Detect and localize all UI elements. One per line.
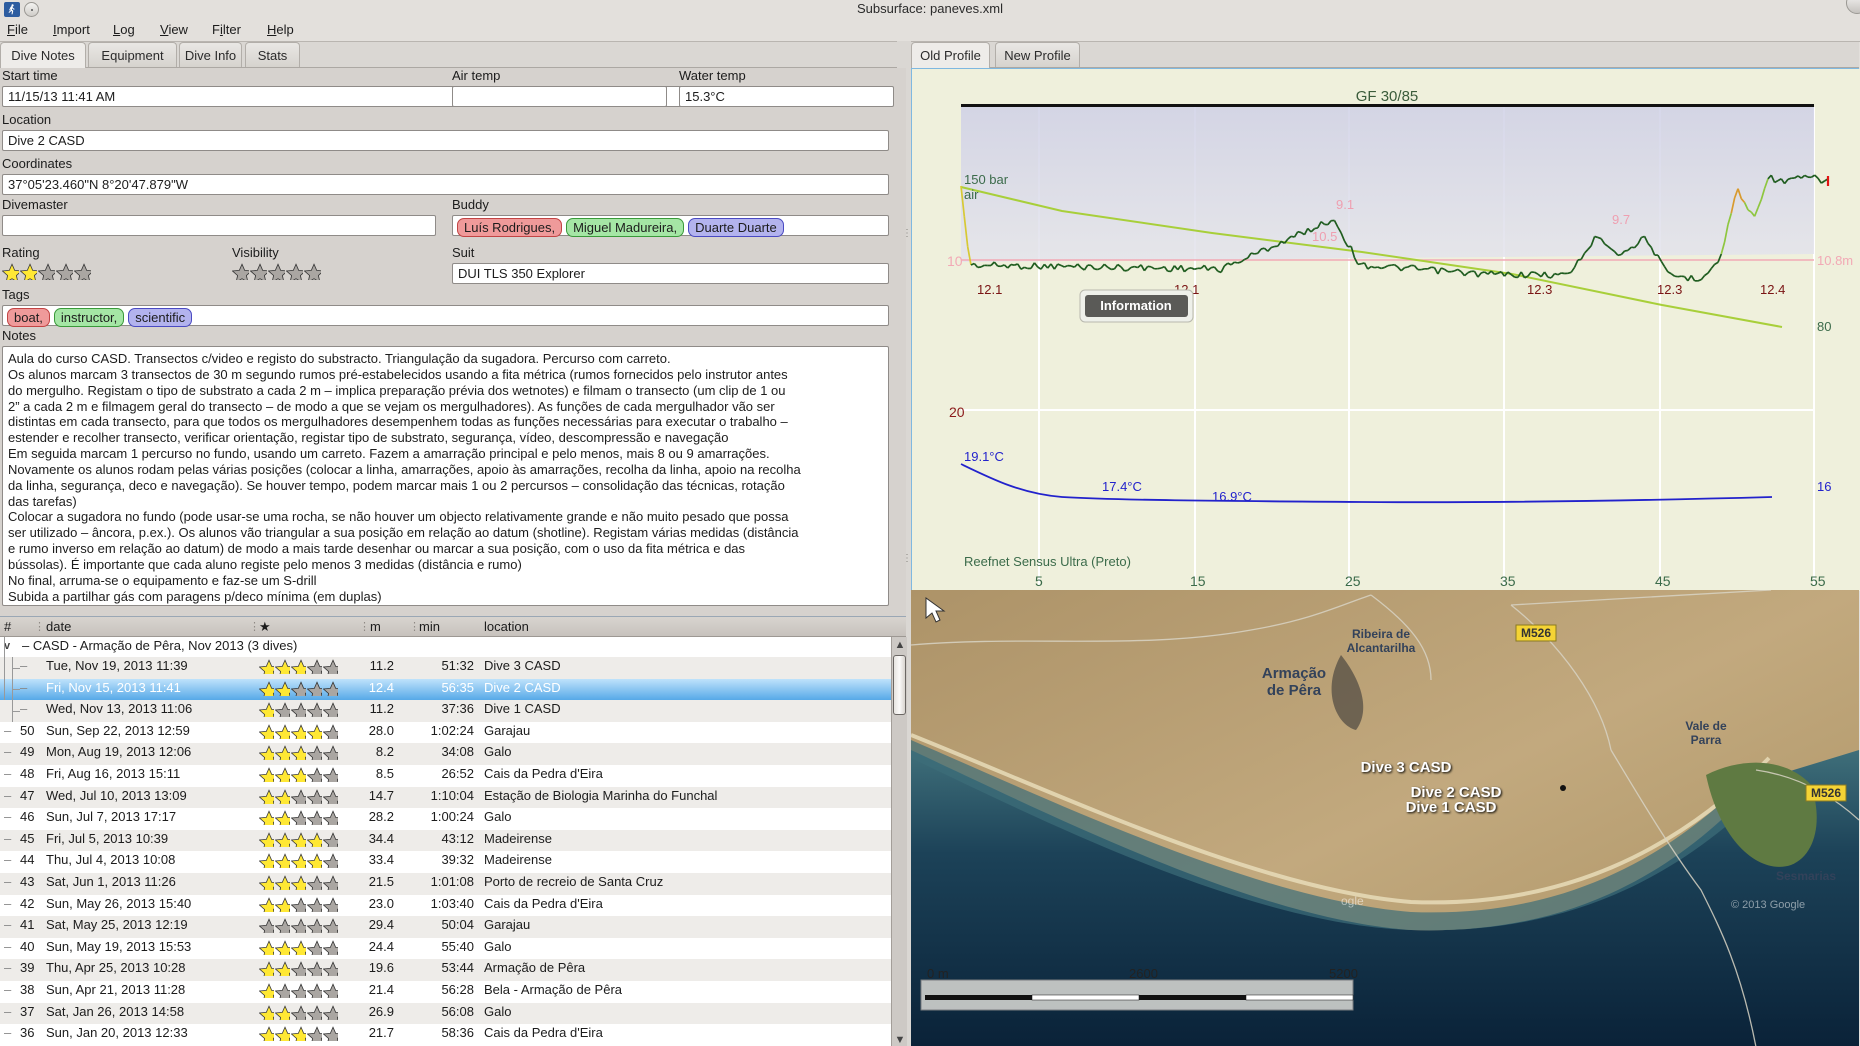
svg-text:0 m: 0 m (927, 966, 949, 981)
svg-text:Sesmarias: Sesmarias (1776, 869, 1836, 883)
svg-text:80: 80 (1817, 319, 1831, 334)
svg-text:16.9°C: 16.9°C (1212, 489, 1252, 504)
svg-text:35: 35 (1500, 573, 1516, 589)
svg-text:12.3: 12.3 (1527, 282, 1552, 297)
svg-text:Ribeira de: Ribeira de (1352, 627, 1410, 641)
svg-text:Dive 1 CASD: Dive 1 CASD (1406, 799, 1497, 816)
svg-text:150 bar: 150 bar (964, 172, 1009, 187)
svg-text:ogle: ogle (1341, 894, 1364, 908)
svg-text:16: 16 (1817, 479, 1831, 494)
svg-text:M526: M526 (1521, 626, 1551, 640)
svg-text:Armação: Armação (1262, 665, 1326, 682)
svg-text:Reefnet Sensus Ultra (Preto): Reefnet Sensus Ultra (Preto) (964, 554, 1131, 569)
svg-text:9.7: 9.7 (1612, 212, 1630, 227)
svg-text:55: 55 (1810, 573, 1826, 589)
svg-text:de Pêra: de Pêra (1267, 682, 1322, 699)
svg-text:25: 25 (1345, 573, 1361, 589)
svg-text:M526: M526 (1811, 786, 1841, 800)
svg-text:5: 5 (1035, 573, 1043, 589)
svg-text:2600: 2600 (1129, 966, 1158, 981)
svg-text:12.4: 12.4 (1760, 282, 1785, 297)
svg-text:Dive 3 CASD: Dive 3 CASD (1361, 759, 1452, 776)
svg-text:10: 10 (947, 253, 963, 269)
svg-text:10.8m: 10.8m (1817, 253, 1853, 268)
svg-text:12.1: 12.1 (977, 282, 1002, 297)
svg-text:20: 20 (949, 404, 965, 420)
svg-text:17.4°C: 17.4°C (1102, 479, 1142, 494)
svg-text:Alcantarilha: Alcantarilha (1347, 641, 1416, 655)
svg-text:5200: 5200 (1329, 966, 1358, 981)
svg-text:12.3: 12.3 (1657, 282, 1682, 297)
svg-text:Vale de: Vale de (1685, 719, 1727, 733)
svg-text:45: 45 (1655, 573, 1671, 589)
svg-text:Information: Information (1100, 298, 1172, 313)
svg-text:10.5: 10.5 (1312, 229, 1337, 244)
svg-text:air: air (964, 187, 979, 202)
svg-text:Parra: Parra (1691, 733, 1722, 747)
svg-text:15: 15 (1190, 573, 1206, 589)
svg-text:GF 30/85: GF 30/85 (1356, 88, 1419, 105)
svg-text:19.1°C: 19.1°C (964, 449, 1004, 464)
svg-text:9.1: 9.1 (1336, 197, 1354, 212)
svg-text:© 2013 Google: © 2013 Google (1731, 899, 1805, 911)
